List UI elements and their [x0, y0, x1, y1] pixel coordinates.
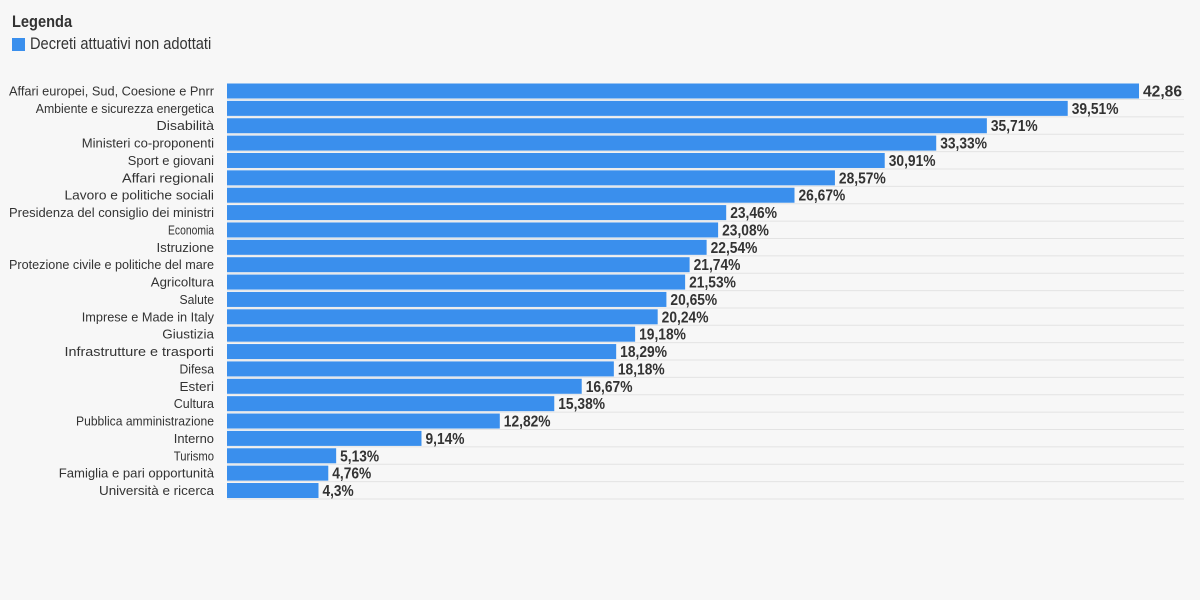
bar[interactable]: [227, 309, 658, 325]
category-label: Famiglia e pari opportunità: [59, 467, 214, 481]
value-label: 22,54%: [711, 240, 758, 257]
value-label: 26,67%: [798, 188, 845, 205]
value-label: 9,14%: [425, 431, 464, 448]
bar[interactable]: [227, 483, 319, 499]
bar[interactable]: [227, 465, 329, 481]
category-label: Imprese e Made in Italy: [82, 310, 215, 324]
value-label: 16,67%: [586, 379, 633, 396]
value-label: 18,29%: [620, 344, 667, 361]
value-label: 21,53%: [689, 275, 736, 292]
bar[interactable]: [227, 152, 885, 168]
bar[interactable]: [227, 378, 582, 394]
bar[interactable]: [227, 83, 1139, 99]
value-label: 5,13%: [340, 448, 379, 465]
category-label: Ministeri co-proponenti: [82, 137, 214, 151]
category-label: Università e ricerca: [99, 484, 214, 498]
bar[interactable]: [227, 430, 422, 446]
bar[interactable]: [227, 187, 795, 203]
category-label: Agricoltura: [151, 276, 214, 290]
value-label: 28,57%: [839, 170, 886, 187]
category-label: Salute: [180, 293, 215, 307]
legend-item[interactable]: Decreti attuativi non adottati: [12, 34, 241, 54]
bar[interactable]: [227, 448, 337, 464]
category-label: Protezione civile e politiche del mare: [9, 258, 214, 272]
bar[interactable]: [227, 274, 686, 290]
category-label: Giustizia: [162, 328, 214, 342]
category-label: Lavoro e politiche sociali: [65, 189, 215, 203]
value-label: 30,91%: [889, 153, 936, 170]
category-label: Disabilità: [157, 119, 215, 133]
bar[interactable]: [227, 361, 614, 377]
legend-swatch: [12, 37, 25, 51]
bar[interactable]: [227, 239, 707, 255]
category-label: Istruzione: [157, 241, 215, 255]
bar[interactable]: [227, 135, 937, 151]
bar[interactable]: [227, 205, 727, 221]
value-label: 21,74%: [694, 257, 741, 274]
bar[interactable]: [227, 100, 1068, 116]
category-label: Esteri: [180, 380, 215, 394]
value-label: 19,18%: [639, 327, 686, 344]
bar[interactable]: [227, 413, 500, 429]
category-label: Ambiente e sicurezza energetica: [36, 102, 214, 116]
category-label: Turismo: [174, 449, 214, 463]
value-label: 35,71%: [991, 118, 1038, 135]
legend-title: Legenda: [12, 12, 73, 31]
category-label: Interno: [174, 432, 214, 446]
value-label: 4,3%: [322, 483, 353, 500]
value-label: 23,08%: [722, 222, 769, 239]
bar[interactable]: [227, 291, 667, 307]
value-label: 18,18%: [618, 361, 665, 378]
category-label: Affari regionali: [122, 171, 214, 185]
value-label: 12,82%: [504, 414, 551, 431]
bar[interactable]: [227, 118, 987, 134]
value-label: 42,86: [1143, 84, 1182, 101]
category-label: Sport e giovani: [128, 154, 214, 168]
value-label: 20,24%: [662, 309, 709, 326]
bar[interactable]: [227, 257, 690, 273]
legend: Legenda Decreti attuativi non adottati: [12, 12, 241, 54]
value-label: 23,46%: [730, 205, 777, 222]
value-label: 20,65%: [670, 292, 717, 309]
category-label: Infrastrutture e trasporti: [65, 345, 215, 359]
value-label: 4,76%: [332, 466, 371, 483]
category-label: Cultura: [174, 397, 214, 411]
category-label: Difesa: [180, 362, 215, 376]
bar[interactable]: [227, 344, 617, 360]
bar[interactable]: [227, 326, 636, 342]
category-label: Pubblica amministrazione: [76, 415, 214, 429]
bar[interactable]: [227, 396, 555, 412]
category-label: Presidenza del consiglio dei ministri: [9, 206, 214, 220]
bar[interactable]: [227, 170, 835, 186]
value-label: 15,38%: [558, 396, 605, 413]
value-label: 33,33%: [940, 136, 987, 153]
value-label: 39,51%: [1072, 101, 1119, 118]
category-label: Affari europei, Sud, Coesione e Pnrr: [9, 85, 214, 99]
bar[interactable]: [227, 222, 719, 238]
legend-label: Decreti attuativi non adottati: [30, 34, 212, 53]
category-label: Economia: [168, 223, 214, 237]
